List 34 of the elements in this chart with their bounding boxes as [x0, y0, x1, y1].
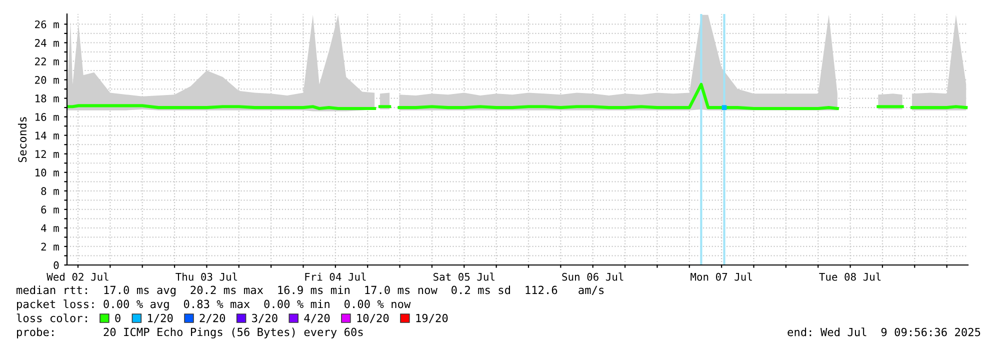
y-tick-label: 18 m	[36, 94, 59, 102]
legend-title: loss color:	[16, 314, 87, 322]
y-tick-label: 10 m	[36, 168, 59, 177]
y-tick-label: 24 m	[35, 38, 59, 47]
y-tick-label: 26 m	[35, 20, 59, 28]
legend-label: 1/20	[148, 314, 173, 324]
legend-label: 2/20	[200, 314, 226, 324]
text: probe: 20 ICMP Echo Pings (56 Bytes) every 60s	[17, 328, 363, 338]
x-tick-label: Tue 08 Jul	[819, 272, 881, 281]
x-tick-label: Fri 04 Jul	[305, 272, 366, 281]
legend-label: 10/20	[357, 314, 389, 324]
x-tick-label: Sun 06 Jul	[562, 272, 624, 281]
y-tick-label: 6 m	[41, 206, 59, 214]
x-tick-label: Thu 03 Jul	[176, 272, 238, 281]
legend-label: 0	[115, 314, 120, 322]
y-tick-label: 0	[54, 261, 59, 270]
y-tick-label: 22 m	[35, 57, 59, 66]
y-tick-label: 20 m	[35, 76, 59, 84]
y-tick-label: 2 m	[41, 242, 59, 250]
y-tick-label: 8 m	[41, 187, 59, 196]
y-axis-title: Seconds	[18, 117, 27, 162]
y-tick-label: 12 m	[36, 150, 59, 158]
legend-label: 4/20	[304, 314, 330, 324]
y-tick-label: 14 m	[36, 132, 59, 140]
y-tick-label: 4 m	[41, 224, 59, 232]
text: end: Wed Jul 9 09:56:36 2025	[788, 328, 980, 336]
x-tick-label: Wed 02 Jul	[46, 272, 108, 281]
legend-label: 3/20	[252, 314, 278, 324]
x-tick-label: Sat 05 Jul	[433, 272, 494, 281]
y-tick-label: 16 m	[36, 113, 59, 121]
text: median rtt: 17.0 ms avg 20.2 ms max 16.9 ms min 17.0 ms now 0.2 ms sd 112.6 am/s	[16, 286, 604, 296]
text: packet loss: 0.00 % avg 0.83 % max 0.00 % min 0.00 % now	[17, 300, 411, 310]
legend-label: 19/20	[416, 314, 448, 324]
x-tick-label: Mon 07 Jul	[690, 272, 752, 281]
